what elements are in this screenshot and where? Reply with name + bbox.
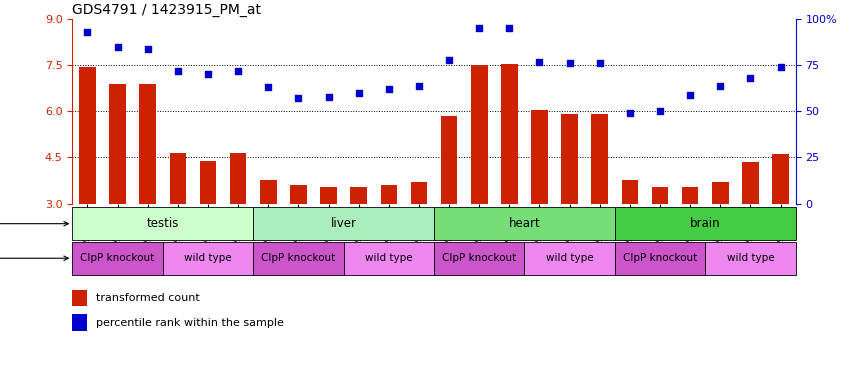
Point [744,75,757,81]
Text: ClpP knockout: ClpP knockout [261,253,335,263]
Point [593,60,607,66]
Point [623,110,637,116]
Bar [109,84,126,204]
Point [503,25,517,31]
Bar [441,116,457,204]
Point [111,44,124,50]
Text: wild type: wild type [545,253,593,263]
Bar [200,161,216,204]
Point [443,57,456,63]
Point [412,83,426,89]
Text: testis: testis [146,217,179,230]
Point [141,46,155,52]
Text: ClpP knockout: ClpP knockout [623,253,697,263]
Text: tissue: tissue [0,218,68,229]
Bar [712,182,728,204]
Bar [501,64,517,204]
Bar [72,242,163,275]
Bar [254,242,344,275]
Bar [434,242,524,275]
Bar [140,84,156,204]
Bar [260,180,277,204]
Text: genotype/variation: genotype/variation [0,253,68,263]
Bar [705,242,796,275]
Bar [471,65,488,204]
Bar [773,154,789,204]
Bar [254,207,434,240]
Text: GDS4791 / 1423915_PM_at: GDS4791 / 1423915_PM_at [72,3,261,17]
Bar [742,162,759,204]
Bar [524,242,614,275]
Bar [351,187,367,204]
Point [563,60,576,66]
Point [713,83,727,89]
Bar [344,242,434,275]
Point [774,64,787,70]
Text: heart: heart [509,217,540,230]
Point [533,58,546,65]
Bar [72,207,254,240]
Point [171,68,185,74]
Bar [434,207,614,240]
Point [351,90,365,96]
Point [231,68,245,74]
Text: percentile rank within the sample: percentile rank within the sample [96,318,283,328]
Point [382,86,396,92]
Text: liver: liver [330,217,357,230]
Bar [614,242,705,275]
Point [201,71,214,78]
Bar [79,67,95,204]
Point [472,25,486,31]
Text: brain: brain [690,217,721,230]
Bar [562,114,578,204]
Point [81,29,94,35]
Bar [621,180,638,204]
Bar [531,110,548,204]
Bar [652,187,668,204]
Bar [72,314,87,331]
Bar [411,182,427,204]
Text: wild type: wild type [184,253,231,263]
Bar [591,114,608,204]
Point [261,84,275,91]
Bar [682,187,699,204]
Bar [169,153,186,204]
Bar [230,153,247,204]
Text: transformed count: transformed count [96,293,200,303]
Point [654,108,667,114]
Bar [320,187,337,204]
Text: ClpP knockout: ClpP knockout [80,253,155,263]
Text: wild type: wild type [365,253,413,263]
Bar [614,207,796,240]
Bar [380,185,397,204]
Bar [163,242,254,275]
Point [683,92,697,98]
Text: ClpP knockout: ClpP knockout [442,253,517,263]
Bar [290,185,306,204]
Bar [72,290,87,306]
Point [292,95,306,101]
Text: wild type: wild type [727,253,774,263]
Point [322,94,335,100]
